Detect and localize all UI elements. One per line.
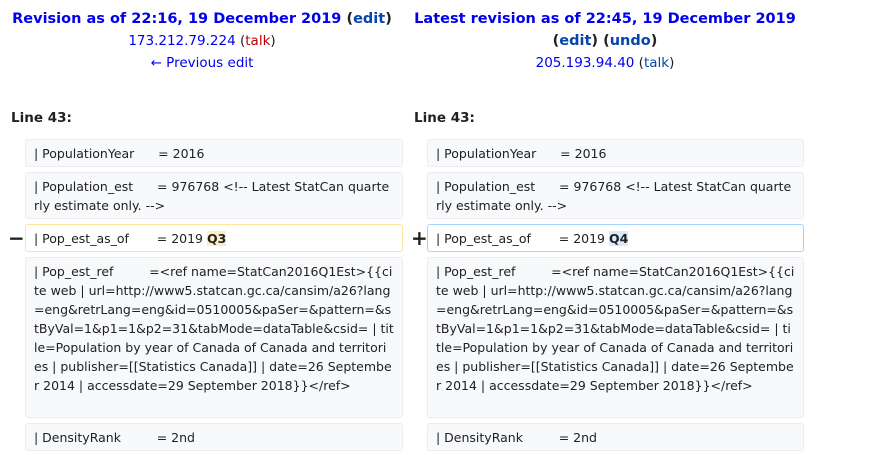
new-revision-title-link[interactable]: Latest revision as of 22:45, 19 December… — [414, 11, 796, 27]
old-context-line: | Pop_est_ref =<ref name=StatCan2016Q1Es… — [25, 257, 403, 418]
deleted-line: | Pop_est_as_of = 2019 Q3 — [25, 224, 403, 252]
new-edit-link[interactable]: edit — [559, 33, 592, 49]
old-user-link[interactable]: 173.212.79.224 — [128, 33, 236, 49]
new-context-line: | Population_est = 976768 <!-- Latest St… — [427, 172, 804, 219]
old-revision-title-link[interactable]: Revision as of 22:16, 19 December 2019 — [12, 11, 342, 27]
old-context-line: | PopulationYear = 2016 — [25, 139, 403, 167]
new-talk-link[interactable]: talk — [643, 55, 670, 71]
old-talk-link[interactable]: talk — [245, 33, 271, 49]
added-line-marker: + — [411, 226, 428, 250]
deleted-word: Q3 — [206, 231, 227, 246]
added-line: | Pop_est_as_of = 2019 Q4 — [427, 224, 804, 252]
undo-link[interactable]: undo — [609, 33, 651, 49]
old-line-number: Line 43: — [11, 110, 72, 126]
old-context-line: | Population_est = 976768 <!-- Latest St… — [25, 172, 403, 219]
new-line-number: Line 43: — [414, 110, 475, 126]
added-line-text: | Pop_est_as_of = 2019 — [436, 231, 609, 246]
new-context-line: | DensityRank = 2nd — [427, 423, 804, 451]
deleted-line-text: | Pop_est_as_of = 2019 — [34, 231, 207, 246]
new-context-line: | Pop_est_ref =<ref name=StatCan2016Q1Es… — [427, 257, 804, 418]
new-context-line: | PopulationYear = 2016 — [427, 139, 804, 167]
added-word: Q4 — [608, 231, 629, 246]
new-user-link[interactable]: 205.193.94.40 — [535, 55, 635, 71]
new-revision-header: Latest revision as of 22:45, 19 December… — [414, 11, 796, 71]
old-context-line: | DensityRank = 2nd — [25, 423, 403, 451]
old-edit-link[interactable]: edit — [353, 11, 386, 27]
old-revision-header: Revision as of 22:16, 19 December 2019 (… — [12, 11, 392, 71]
deleted-line-marker: − — [8, 226, 25, 250]
previous-edit-link[interactable]: ← Previous edit — [150, 55, 254, 71]
